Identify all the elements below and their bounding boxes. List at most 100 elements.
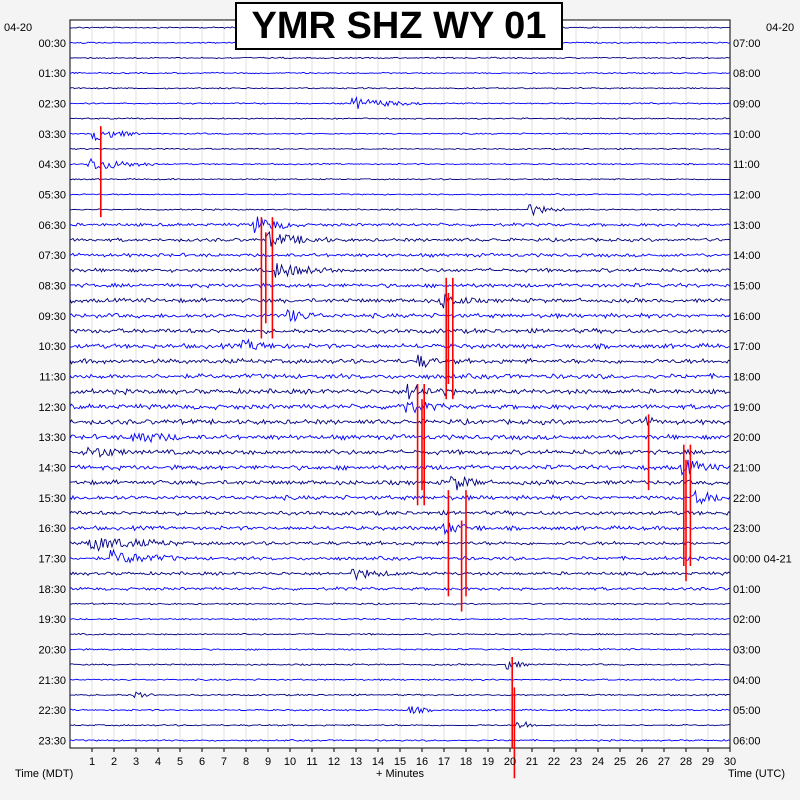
right-hour-label: 16:00	[733, 311, 761, 323]
x-tick-label: 4	[155, 756, 161, 768]
x-axis-label: + Minutes	[376, 768, 424, 780]
left-hour-label: 22:30	[38, 705, 66, 717]
trace-row	[69, 632, 731, 636]
x-tick-label: 17	[438, 756, 450, 768]
right-hour-label: 07:00	[733, 38, 761, 50]
trace-row	[69, 432, 731, 444]
right-hour-label: 06:00	[733, 735, 761, 747]
trace-row	[69, 489, 731, 505]
chart-title: YMR SHZ WY 01	[251, 4, 547, 47]
trace-row	[69, 216, 731, 233]
x-tick-label: 29	[702, 756, 714, 768]
x-tick-label: 28	[680, 756, 692, 768]
left-time-labels: 00:30 01:30 02:30 03:30 04:30 05:30 06:30 07:30…	[38, 38, 66, 748]
trace-row	[69, 602, 731, 606]
left-hour-label: 19:30	[38, 614, 66, 626]
trace-row	[69, 56, 731, 60]
trace-row	[69, 509, 731, 517]
trace-row	[69, 86, 731, 90]
right-hour-label: 09:00	[733, 98, 761, 110]
trace-row	[69, 204, 731, 217]
x-tick-label: 23	[570, 756, 582, 768]
x-tick-label: 27	[658, 756, 670, 768]
trace-row	[69, 147, 731, 151]
trace-row	[69, 446, 731, 458]
x-tick-label: 13	[350, 756, 362, 768]
right-hour-label: 12:00	[733, 189, 761, 201]
left-hour-label: 05:30	[38, 189, 66, 201]
x-tick-label: 5	[177, 756, 183, 768]
right-hour-label: 08:00	[733, 68, 761, 80]
trace-row	[69, 691, 731, 699]
trace-row	[69, 568, 731, 582]
left-date-label: 04-20	[4, 22, 32, 34]
left-hour-label: 17:30	[38, 553, 66, 565]
right-hour-label: 22:00	[733, 493, 761, 505]
x-tick-label: 12	[328, 756, 340, 768]
left-axis-label: Time (MDT)	[15, 768, 73, 780]
trace-row	[69, 537, 731, 552]
right-hour-label: 15:00	[733, 280, 761, 292]
right-time-labels: 07:00 08:00 09:00 10:00 11:00 12:00 13:00 14:00…	[733, 38, 792, 748]
trace-row	[69, 522, 731, 536]
left-hour-label: 18:30	[38, 584, 66, 596]
x-tick-label: 26	[636, 756, 648, 768]
right-hour-label: 18:00	[733, 371, 761, 383]
trace-row	[69, 95, 731, 109]
trace-row	[69, 309, 731, 323]
title-box: YMR SHZ WY 01	[235, 2, 563, 50]
trace-row	[69, 586, 731, 592]
x-tick-label: 8	[243, 756, 249, 768]
right-hour-label: 14:00	[733, 250, 761, 262]
x-tick-label: 7	[221, 756, 227, 768]
right-hour-label: 20:00	[733, 432, 761, 444]
trace-row	[69, 71, 731, 75]
trace-row	[69, 660, 730, 670]
x-tick-label: 2	[111, 756, 117, 768]
left-hour-label: 16:30	[38, 523, 66, 535]
trace-row	[69, 282, 731, 289]
right-hour-label: 23:00	[733, 523, 761, 535]
left-hour-label: 20:30	[38, 644, 66, 656]
left-hour-label: 12:30	[38, 402, 66, 414]
x-axis-ticks: 1 2 3 4 5 6 7 8 9 10 11 12 13 14 15 16 17 18 19 20 21 22 23 24 2…	[89, 748, 736, 768]
x-tick-label: 6	[199, 756, 205, 768]
trace-row	[69, 738, 731, 742]
trace-row	[69, 647, 731, 651]
left-hour-label: 06:30	[38, 220, 66, 232]
left-hour-label: 00:30	[38, 38, 66, 50]
right-hour-label: 13:00	[733, 220, 761, 232]
x-tick-label: 25	[614, 756, 626, 768]
left-hour-label: 23:30	[38, 735, 66, 747]
right-hour-label: 02:00	[733, 614, 761, 626]
right-hour-label: 17:00	[733, 341, 761, 353]
trace-row	[69, 117, 731, 120]
x-tick-label: 22	[548, 756, 560, 768]
left-hour-label: 09:30	[38, 311, 66, 323]
x-tick-label: 11	[306, 756, 317, 768]
trace-row	[69, 401, 731, 414]
left-hour-label: 07:30	[38, 250, 66, 262]
minute-grid	[91, 20, 709, 748]
trace-row	[69, 193, 730, 196]
right-hour-label: 00:00 04-21	[733, 553, 792, 565]
trace-row	[69, 327, 731, 335]
trace-row	[69, 383, 731, 400]
trace-row	[69, 293, 731, 309]
trace-row	[69, 372, 731, 380]
right-hour-label: 10:00	[733, 129, 761, 141]
left-hour-label: 11:30	[39, 371, 66, 383]
trace-row	[69, 475, 731, 491]
right-hour-label: 03:00	[733, 644, 761, 656]
x-tick-label: 24	[592, 756, 604, 768]
x-tick-label: 14	[372, 756, 384, 768]
trace-row	[69, 459, 731, 477]
trace-row	[69, 678, 731, 682]
trace-row	[69, 177, 731, 181]
trace-row	[69, 720, 731, 729]
x-tick-label: 30	[724, 756, 736, 768]
x-tick-label: 1	[89, 756, 95, 768]
trace-row	[69, 338, 731, 351]
trace-row	[69, 263, 731, 278]
